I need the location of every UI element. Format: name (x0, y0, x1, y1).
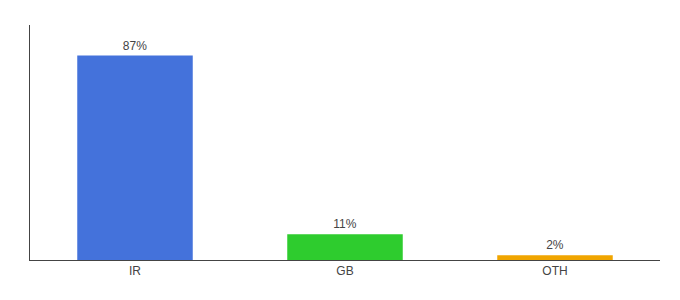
svg-text:11%: 11% (333, 217, 356, 231)
svg-text:GB: GB (336, 264, 353, 278)
svg-text:IR: IR (129, 264, 141, 278)
svg-text:2%: 2% (546, 238, 564, 252)
svg-text:87%: 87% (123, 39, 147, 53)
svg-text:OTH: OTH (542, 264, 567, 278)
